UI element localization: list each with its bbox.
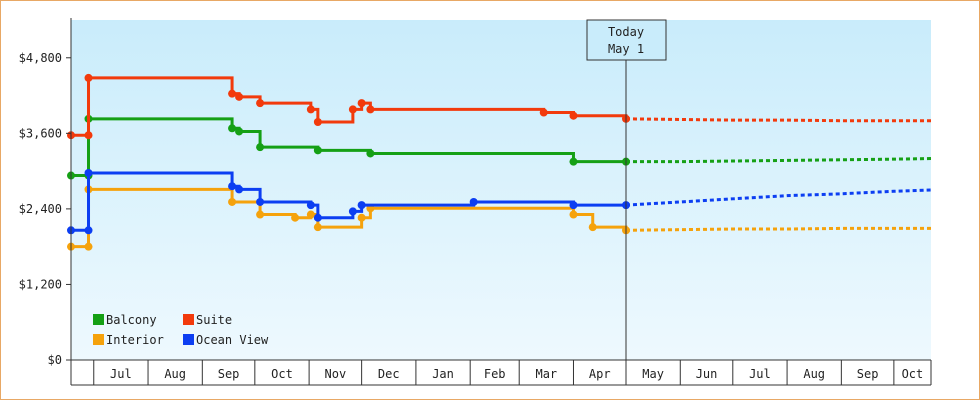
x-tick-label: Jul [749,367,771,381]
x-tick-label: Oct [902,367,924,381]
legend-swatch [183,334,194,345]
y-tick-label: $4,800 [19,51,62,65]
x-tick-label: Jun [696,367,718,381]
y-axis-ticks: $0 $1,200 $2,400 $3,600 $4,800 [19,51,71,367]
x-tick-label: Nov [325,367,347,381]
data-point [228,197,237,206]
series-suite [67,73,931,140]
x-tick-label: Dec [378,367,400,381]
forecast-line [625,117,931,123]
data-point [84,73,93,82]
y-tick-label: $3,600 [19,126,62,140]
data-point [228,182,237,191]
x-tick-label: Jan [432,367,454,381]
data-point [84,131,93,140]
x-tick-label: Mar [535,367,557,381]
data-point [366,149,375,158]
x-tick-label: Apr [589,367,611,381]
y-tick-label: $2,400 [19,202,62,216]
data-point [256,143,265,152]
forecast-line [625,188,932,207]
legend-label: Suite [196,313,232,327]
x-tick-label: Jul [110,367,132,381]
legend-label: Interior [106,333,164,347]
x-tick-label: Oct [271,367,293,381]
data-point [313,118,322,126]
legend-label: Ocean View [196,333,269,347]
legend-swatch [183,314,194,325]
x-tick-label: Aug [164,367,186,381]
legend: Balcony Suite Interior Ocean View [93,313,269,347]
data-point [235,185,244,194]
today-label-line1: Today [608,25,644,39]
series-ocean-view [67,169,932,235]
x-tick-label: Sep [218,367,240,381]
data-point [313,223,322,232]
y-tick-label: $0 [48,353,62,367]
series-layer [67,73,932,251]
x-tick-label: Feb [484,367,506,381]
x-tick-label: May [642,367,664,381]
data-point [348,105,357,114]
data-point [313,213,322,222]
data-point [306,105,315,114]
data-point [569,201,578,210]
data-point [469,197,478,206]
data-point [291,213,300,222]
data-point [357,213,366,222]
data-point [228,89,237,98]
y-tick-label: $1,200 [19,277,62,291]
x-tick-label: Sep [857,367,879,381]
data-point [357,99,366,108]
x-tick-label: Aug [803,367,825,381]
forecast-line [625,226,931,232]
legend-swatch [93,334,104,345]
today-label-line2: May 1 [608,42,644,56]
data-point [366,105,375,114]
data-point [569,210,578,219]
data-point [84,242,93,251]
data-point [569,157,578,166]
x-axis-ticks: Jul Aug Sep Oct Nov Dec Jan Feb Mar Apr May Jun Jul A… [93,360,932,385]
legend-swatch [93,314,104,325]
data-point [256,197,265,206]
today-box [586,19,667,61]
legend-label: Balcony [106,313,157,327]
series-balcony [67,114,932,180]
data-point [588,223,597,232]
data-point [235,127,244,136]
data-point [228,124,237,133]
data-point [84,226,93,235]
data-point [306,210,315,219]
forecast-line [626,157,932,164]
data-point [256,99,265,108]
data-point [539,108,548,117]
data-point [569,111,578,120]
data-point [235,92,244,101]
data-point [84,169,93,177]
series-line [71,117,626,178]
data-point [256,210,265,219]
data-point [357,201,366,210]
data-point [306,201,315,210]
data-point [348,207,357,216]
data-point [313,146,322,155]
